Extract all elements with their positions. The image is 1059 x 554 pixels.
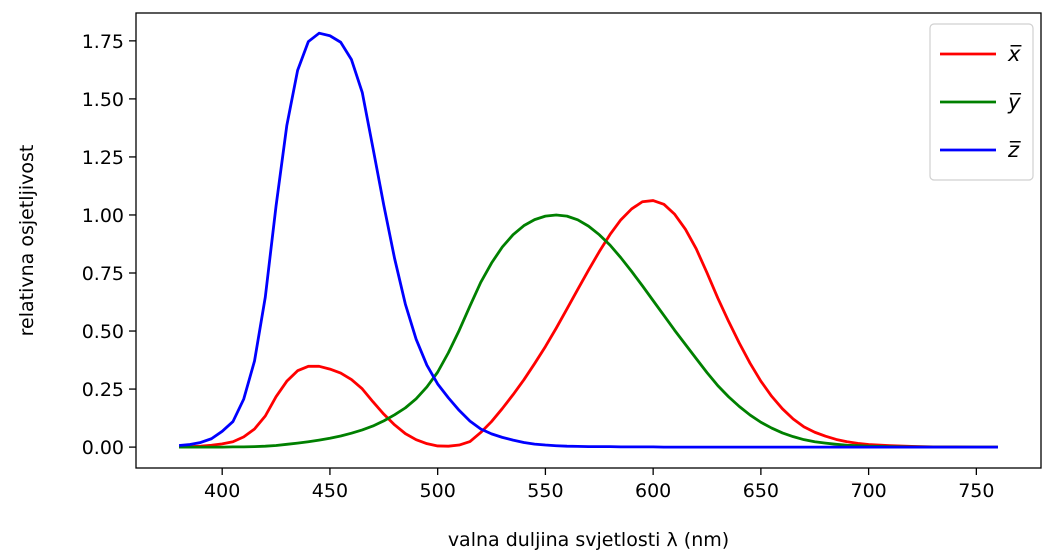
series-line-2 <box>179 213 998 449</box>
x-tick-label: 500 <box>420 480 456 502</box>
legend-label: y̅ <box>1007 90 1022 114</box>
x-tick-label: 700 <box>850 480 886 502</box>
legend: x̅ y̅ z̅ <box>929 23 1034 181</box>
plot-area <box>135 12 1042 469</box>
x-tick-label: 600 <box>635 480 671 502</box>
x-tick-label: 450 <box>312 480 348 502</box>
y-tick-label: 0.25 <box>82 379 124 401</box>
x-tick-label: 400 <box>204 480 240 502</box>
series-line-3 <box>178 31 998 449</box>
legend-label: x̅ <box>1007 42 1022 66</box>
y-tick-label: 1.00 <box>82 205 124 227</box>
x-tick-label: 550 <box>527 480 563 502</box>
y-tick-label: 1.50 <box>82 89 124 111</box>
x-axis: 400 450 500 550 600 650 700 750 <box>204 468 994 502</box>
y-tick-label: 0.50 <box>82 321 124 343</box>
y-axis-label: relativna osjetljivost <box>16 145 38 337</box>
y-tick-label: 0.00 <box>82 437 124 459</box>
legend-label: z̅ <box>1007 138 1022 162</box>
y-axis: 0.00 0.25 0.50 0.75 1.00 1.25 1.50 1.75 <box>82 31 136 459</box>
y-tick-label: 1.25 <box>82 147 124 169</box>
x-axis-label: valna duljina svjetlosti λ (nm) <box>448 529 729 551</box>
y-tick-label: 0.75 <box>82 263 124 285</box>
x-tick-label: 750 <box>958 480 994 502</box>
series-line-1 <box>179 199 998 449</box>
y-tick-label: 1.75 <box>82 31 124 53</box>
x-tick-label: 650 <box>743 480 779 502</box>
series-layer <box>178 31 998 449</box>
